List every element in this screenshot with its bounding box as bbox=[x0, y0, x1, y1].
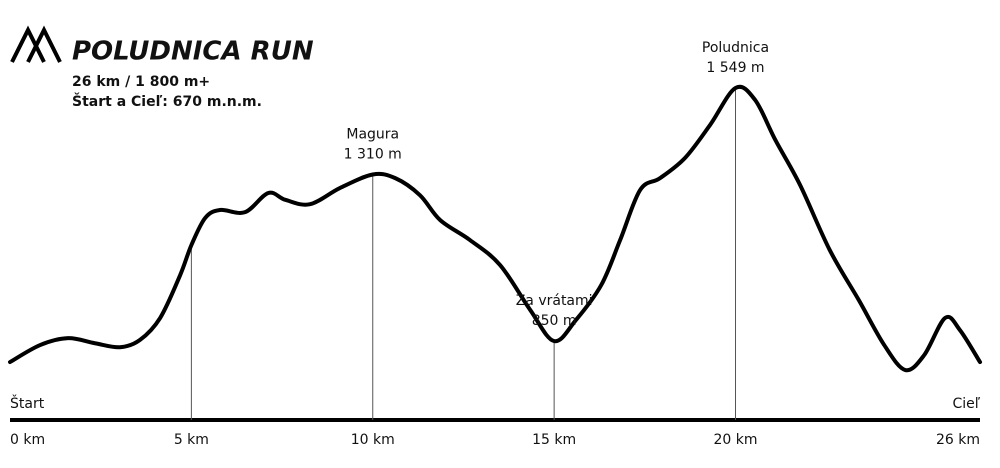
x-tick-label: 10 km bbox=[351, 432, 395, 448]
x-tick-label: 15 km bbox=[532, 432, 576, 448]
value-label: 1 310 m bbox=[344, 147, 402, 163]
x-tick-label: 0 km bbox=[10, 432, 45, 448]
point-name: Magura bbox=[346, 127, 399, 143]
subtitle: 26 km / 1 800 m+ bbox=[72, 74, 210, 90]
x-tick-label: 5 km bbox=[174, 432, 209, 448]
chart-title: POLUDNICA RUN bbox=[72, 37, 314, 67]
point-name: Poludnica bbox=[702, 40, 769, 56]
subtitle: Štart a Cieľ: 670 m.n.m. bbox=[72, 92, 262, 110]
end-label: Cieľ bbox=[952, 396, 980, 412]
value-label: 1 549 m bbox=[706, 60, 764, 76]
logo bbox=[10, 25, 62, 63]
x-tick-label: 20 km bbox=[713, 432, 757, 448]
elevation-line bbox=[8, 84, 982, 373]
x-tick-label: 26 km bbox=[936, 432, 980, 448]
point-name: Za vrátami bbox=[516, 293, 593, 309]
start-label: Štart bbox=[10, 394, 45, 412]
value-label: 850 m bbox=[532, 313, 577, 329]
